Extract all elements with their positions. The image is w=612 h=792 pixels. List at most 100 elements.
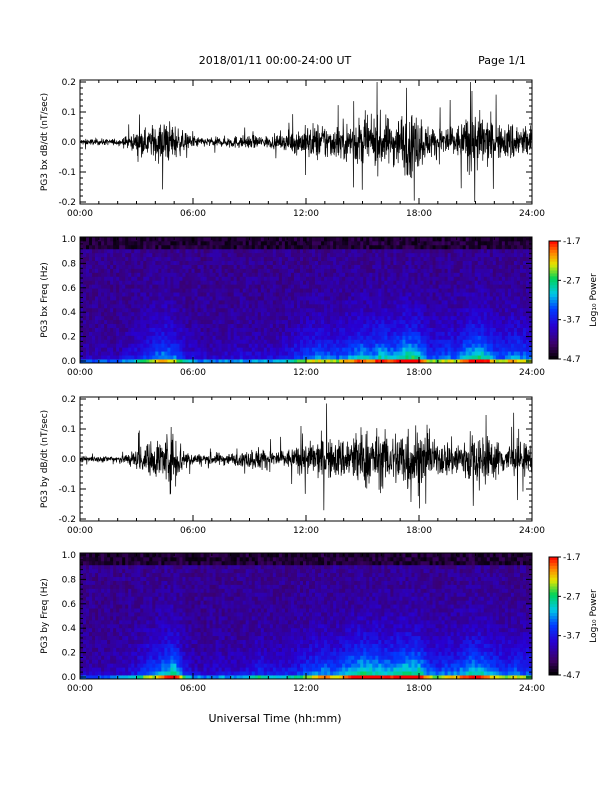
spectrogram-cell — [122, 339, 126, 344]
spectrogram-cell — [143, 339, 147, 344]
spectrogram-cell — [230, 256, 235, 262]
spectrogram-cell — [513, 327, 518, 332]
spectrogram-cell — [206, 343, 210, 348]
spectrogram-cell — [86, 237, 90, 242]
spectrogram-cell — [360, 327, 364, 332]
spectrogram-cell — [251, 315, 256, 321]
spectrogram-cell — [372, 240, 376, 246]
spectrogram-cell — [495, 276, 500, 281]
spectrogram-cell — [134, 280, 138, 285]
spectrogram-cell — [369, 343, 373, 348]
spectrogram-cell — [155, 284, 159, 289]
spectrogram-cell — [414, 307, 418, 313]
spectrogram-cell — [101, 331, 105, 336]
spectrogram-cell — [525, 284, 530, 289]
spectrogram-cell — [110, 355, 114, 360]
spectrogram-cell — [408, 351, 412, 356]
spectrogram-cell — [263, 268, 268, 273]
spectrogram-cell — [387, 248, 391, 254]
spectrogram-cell — [360, 240, 364, 246]
spectrogram-cell — [260, 351, 265, 356]
spectrogram-cell — [393, 351, 397, 356]
spectrogram-cell — [417, 315, 421, 321]
spectrogram-cell — [399, 268, 403, 273]
spectrogram-cell — [299, 307, 304, 313]
spectrogram-cell — [423, 347, 427, 352]
spectrogram-cell — [360, 335, 364, 340]
spectrogram-cell — [275, 288, 280, 293]
spectrogram-cell — [155, 244, 159, 250]
spectrogram-cell — [318, 272, 322, 277]
spectrogram-cell — [393, 339, 397, 344]
spectrogram-cell — [474, 276, 479, 281]
spectrogram-cell — [146, 296, 150, 301]
spectrogram-cell — [507, 347, 512, 352]
spectrogram-cell — [459, 240, 464, 246]
spectrogram-cell — [122, 284, 126, 289]
spectrogram-cell — [278, 319, 283, 325]
spectrogram-cell — [411, 237, 415, 242]
spectrogram-cell — [212, 359, 216, 364]
spectrogram-cell — [176, 288, 180, 293]
spectrogram-cell — [167, 276, 171, 281]
spectrogram-cell — [363, 351, 367, 356]
spectrogram-cell — [375, 303, 379, 309]
spectrogram-cell — [306, 272, 310, 277]
spectrogram-cell — [287, 284, 292, 289]
spectrogram-cell — [131, 359, 135, 364]
spectrogram-cell — [80, 248, 84, 254]
spectrogram-cell — [495, 351, 500, 356]
spectrogram-cell — [495, 268, 500, 273]
spectrogram-cell — [390, 264, 394, 269]
spectrogram-cell — [215, 347, 220, 352]
spectrogram-cell — [501, 268, 506, 273]
colorbar-segment — [549, 341, 558, 345]
spectrogram-cell — [140, 331, 144, 336]
spectrogram-cell — [260, 288, 265, 293]
spectrogram-cell — [191, 300, 195, 305]
spectrogram-cell — [152, 248, 156, 254]
spectrogram-cell — [92, 296, 96, 301]
spectrogram-cell — [336, 268, 340, 273]
spectrogram-cell — [170, 240, 174, 246]
spectrogram-cell — [525, 272, 530, 277]
spectrogram-cell — [333, 288, 337, 293]
spectrogram-cell — [137, 327, 141, 332]
spectrogram-cell — [501, 240, 506, 246]
spectrogram-cell — [221, 268, 226, 273]
spectrogram-cell — [200, 339, 204, 344]
spectrogram-cell — [465, 237, 470, 242]
spectrogram-cell — [293, 296, 298, 301]
spectrogram-cell — [450, 323, 455, 328]
spectrogram-cell — [426, 359, 430, 364]
spectrogram-cell — [143, 276, 147, 281]
spectrogram-cell — [161, 300, 165, 305]
spectrogram-cell — [423, 292, 427, 297]
spectrogram-cell — [519, 276, 524, 281]
spectrogram-cell — [306, 319, 310, 325]
spectrogram-cell — [290, 319, 295, 325]
spectrogram-cell — [315, 280, 319, 285]
spectrogram-cell — [516, 237, 521, 242]
spectrogram-cell — [468, 276, 473, 281]
spectrogram-cell — [176, 351, 180, 356]
spectrogram-cell — [405, 307, 409, 313]
spectrogram-cell — [209, 331, 213, 336]
spectrogram-cell — [393, 244, 397, 250]
spectrogram-cell — [423, 252, 427, 258]
spectrogram-cell — [194, 303, 198, 309]
spectrogram-cell — [89, 248, 93, 254]
spectrogram-cell — [302, 292, 307, 297]
spectrogram-cell — [312, 240, 316, 246]
spectrogram-cell — [357, 268, 361, 273]
spectrogram-cell — [498, 296, 503, 301]
spectrogram-cell — [519, 359, 524, 364]
spectrogram-cell — [432, 260, 436, 265]
spectrogram-cell — [182, 343, 186, 348]
spectrogram-cell — [176, 237, 180, 242]
spectrogram-cell — [293, 300, 298, 305]
spectrogram-cell — [507, 237, 512, 242]
spectrogram-cell — [245, 307, 250, 313]
spectrogram-cell — [372, 339, 376, 344]
spectrogram-cell — [122, 331, 126, 336]
